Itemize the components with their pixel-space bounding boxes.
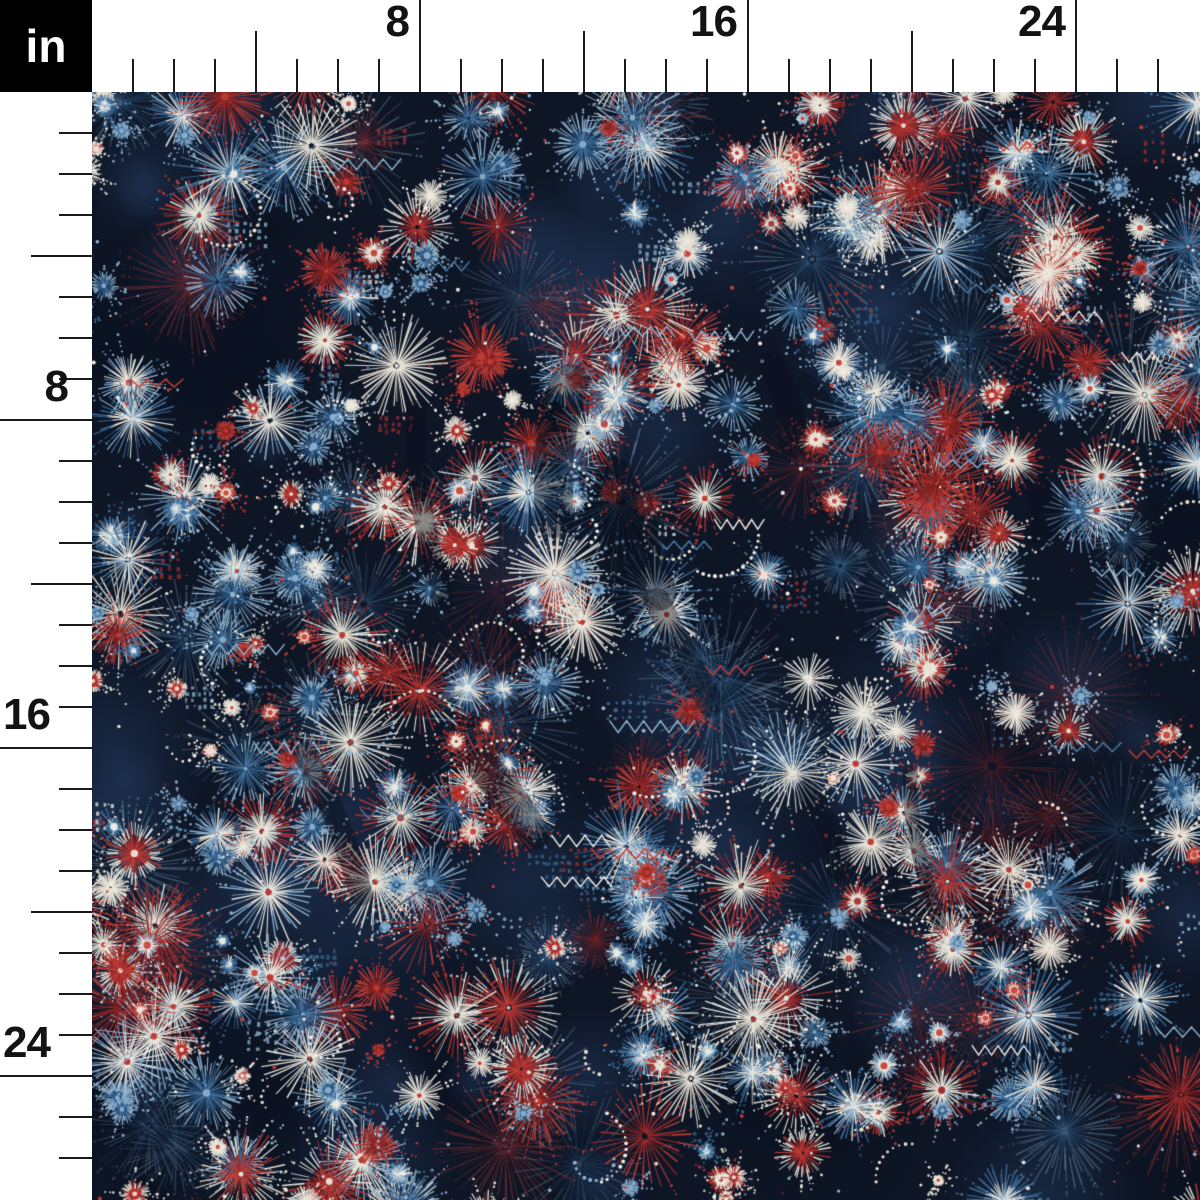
ruler-label: 8	[385, 0, 411, 46]
horizontal-ruler: 8 16 24	[0, 0, 1200, 92]
ruler-tick	[255, 31, 257, 92]
ruler-tick	[501, 59, 503, 92]
ruler-tick	[0, 419, 92, 421]
ruler-tick	[59, 1034, 92, 1036]
ruler-tick	[59, 296, 92, 298]
unit-label: in	[25, 20, 67, 72]
ruler-tick	[460, 59, 462, 92]
ruler-tick	[829, 59, 831, 92]
ruler-tick	[870, 59, 872, 92]
ruler-tick	[0, 747, 92, 749]
ruler-tick	[59, 952, 92, 954]
ruler-tick	[59, 337, 92, 339]
ruler-tick	[583, 31, 585, 92]
ruler-tick	[624, 59, 626, 92]
ruler-tick	[31, 583, 92, 585]
vertical-ruler: 8 16 24	[0, 0, 92, 1200]
ruler-tick	[911, 31, 913, 92]
ruler-tick	[31, 911, 92, 913]
ruler-tick	[59, 1116, 92, 1118]
ruler-label: 8	[44, 362, 69, 411]
ruler-tick	[173, 59, 175, 92]
ruler-tick	[59, 378, 92, 380]
ruler-label: 24	[3, 1018, 51, 1067]
ruler-label: 16	[3, 690, 51, 739]
ruler-tick	[1157, 59, 1159, 92]
ruler-tick	[706, 59, 708, 92]
ruler-tick	[59, 870, 92, 872]
ruler-label: 24	[1018, 0, 1066, 46]
ruler-tick	[59, 665, 92, 667]
ruler-tick	[59, 214, 92, 216]
ruler-tick	[747, 0, 749, 92]
ruler-tick	[214, 59, 216, 92]
ruler-tick	[59, 501, 92, 503]
ruler-tick	[788, 59, 790, 92]
ruler-tick	[993, 59, 995, 92]
ruler-tick	[59, 624, 92, 626]
ruler-tick	[952, 59, 954, 92]
ruler-tick	[132, 59, 134, 92]
ruler-tick	[59, 460, 92, 462]
ruler-tick	[1034, 59, 1036, 92]
ruler-tick	[59, 1157, 92, 1159]
ruler-tick	[1116, 59, 1118, 92]
ruler-tick	[59, 542, 92, 544]
fabric-swatch-image	[92, 92, 1200, 1200]
ruler-tick	[31, 255, 92, 257]
ruler-tick	[337, 59, 339, 92]
ruler-tick	[542, 59, 544, 92]
ruler-label: 16	[690, 0, 738, 46]
ruler-tick	[1075, 0, 1077, 92]
ruler-tick	[59, 132, 92, 134]
ruler-tick	[59, 788, 92, 790]
ruler-tick	[59, 993, 92, 995]
ruler-tick	[665, 59, 667, 92]
ruler-tick	[296, 59, 298, 92]
ruler-tick	[59, 706, 92, 708]
ruler-tick	[0, 1075, 92, 1077]
ruler-tick	[59, 173, 92, 175]
unit-badge: in	[0, 0, 92, 92]
ruler-tick	[378, 59, 380, 92]
ruler-tick	[419, 0, 421, 92]
ruler-tick	[59, 829, 92, 831]
